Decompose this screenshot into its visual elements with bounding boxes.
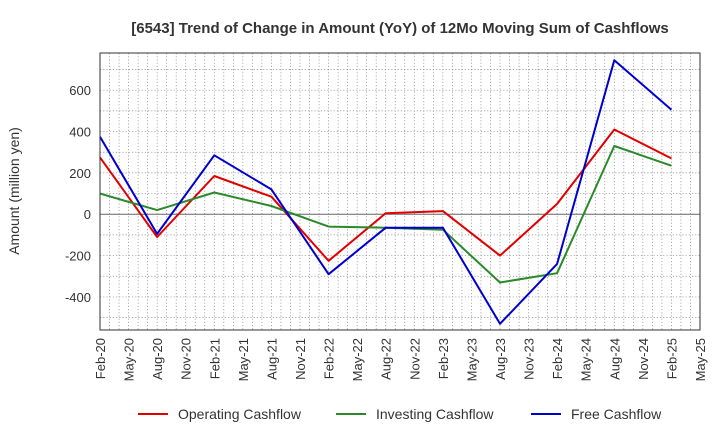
y-tick-label: -200 — [65, 249, 91, 264]
x-tick-label: Nov-21 — [293, 338, 308, 380]
x-tick-label: Aug-23 — [493, 338, 508, 380]
y-tick-label: -400 — [65, 290, 91, 305]
legend: Operating Cashflow Investing Cashflow Free… — [138, 406, 662, 422]
grid-layer — [100, 53, 700, 330]
x-tick-label: Feb-20 — [93, 338, 108, 379]
x-tick-label: Feb-23 — [436, 338, 451, 379]
free-cashflow-legend-label: Free Cashflow — [571, 406, 662, 422]
y-tick-label: 600 — [69, 83, 91, 98]
x-tick-label: Feb-22 — [322, 338, 337, 379]
x-tick-label: Nov-20 — [179, 338, 194, 380]
y-tick-label: 400 — [69, 125, 91, 140]
investing-cashflow-legend-label: Investing Cashflow — [376, 406, 494, 422]
x-tick-label: Feb-21 — [207, 338, 222, 379]
y-tick-label: 0 — [84, 207, 91, 222]
x-tick-label: May-24 — [579, 338, 594, 381]
chart-title: [6543] Trend of Change in Amount (YoY) o… — [131, 20, 669, 37]
free-cashflow-line — [99, 59, 673, 325]
x-tick-labels: Feb-20 May-20 Aug-20 Nov-20 Feb-21 May-21 Aug-… — [93, 338, 708, 381]
x-tick-label: Aug-24 — [607, 338, 622, 380]
x-tick-label: Feb-24 — [550, 338, 565, 379]
y-tick-label: 200 — [69, 166, 91, 181]
x-tick-label: Aug-20 — [150, 338, 165, 380]
x-tick-label: May-21 — [236, 338, 251, 381]
x-tick-label: May-25 — [693, 338, 708, 381]
y-tick-labels: -400 -200 0 200 400 600 — [65, 83, 91, 305]
x-tick-label: May-22 — [350, 338, 365, 381]
operating-cashflow-line — [99, 128, 672, 262]
y-axis-label: Amount (million yen) — [6, 127, 22, 255]
x-tick-label: Feb-25 — [664, 338, 679, 379]
x-tick-label: Nov-24 — [636, 338, 651, 380]
operating-cashflow-legend-label: Operating Cashflow — [178, 406, 302, 422]
x-tick-label: May-23 — [464, 338, 479, 381]
plot-area-frame — [99, 52, 701, 331]
x-tick-label: May-20 — [122, 338, 137, 381]
x-tick-label: Aug-21 — [264, 338, 279, 380]
x-tick-label: Nov-23 — [522, 338, 537, 380]
series-layer — [99, 59, 673, 325]
x-tick-label: Aug-22 — [379, 338, 394, 380]
x-tick-label: Nov-22 — [407, 338, 422, 380]
